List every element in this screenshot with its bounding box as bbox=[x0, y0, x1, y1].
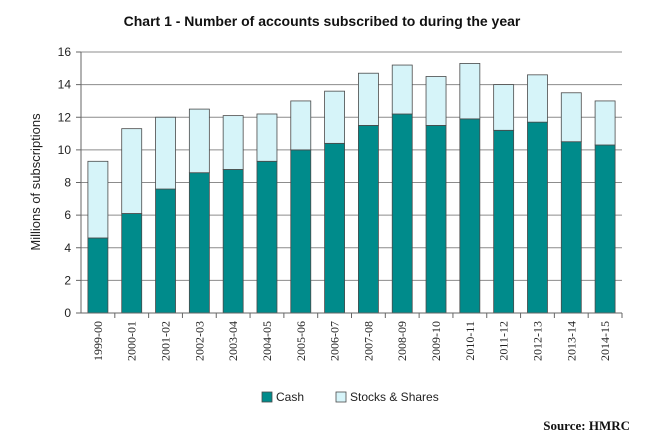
bars bbox=[87, 63, 616, 314]
source-note: Source: HMRC bbox=[543, 418, 630, 433]
legend-swatch-cash bbox=[261, 391, 273, 403]
bar-cash-2007-08 bbox=[358, 125, 379, 314]
bar-cash-2000-01 bbox=[121, 213, 143, 314]
bar-stocks-shares-2002-03 bbox=[188, 108, 210, 174]
x-tick-label: 2004-05 bbox=[260, 321, 274, 361]
chart-title: Chart 1 - Number of accounts subscribed … bbox=[124, 13, 521, 29]
bar-cash-2012-13 bbox=[527, 121, 548, 314]
y-tick-label: 2 bbox=[64, 273, 71, 287]
bar-stocks-shares-2009-10 bbox=[425, 76, 447, 126]
x-tick-label: 2002-03 bbox=[192, 321, 206, 361]
x-tick-label: 2012-13 bbox=[530, 321, 544, 361]
y-tick-label: 0 bbox=[64, 306, 71, 320]
bar-stocks-shares-2010-11 bbox=[459, 63, 481, 120]
bar-cash-2003-04 bbox=[222, 169, 244, 314]
bar-cash-2013-14 bbox=[560, 141, 582, 314]
x-tick-label: 2013-14 bbox=[564, 321, 578, 361]
x-tick-label: 2008-09 bbox=[395, 321, 409, 361]
bar-cash-2006-07 bbox=[324, 142, 345, 314]
y-axis-label: Millions of subscriptions bbox=[28, 113, 43, 251]
legend-label-cash: Cash bbox=[276, 390, 304, 404]
bar-stocks-shares-1999-00 bbox=[87, 160, 109, 239]
bar-stocks-shares-2012-13 bbox=[527, 74, 548, 123]
bar-stocks-shares-2006-07 bbox=[324, 90, 345, 144]
bar-cash-2004-05 bbox=[256, 160, 278, 314]
x-tick-label: 2001-02 bbox=[159, 321, 173, 361]
x-tick-label: 2014-15 bbox=[598, 321, 612, 361]
x-tick-label: 2011-12 bbox=[497, 321, 511, 361]
bar-stocks-shares-2011-12 bbox=[493, 84, 515, 131]
x-tick-label: 2000-01 bbox=[125, 321, 139, 361]
y-tick-label: 6 bbox=[64, 208, 71, 222]
bar-stocks-shares-2000-01 bbox=[121, 128, 143, 214]
bar-cash-2014-15 bbox=[594, 144, 616, 314]
bar-stocks-shares-2001-02 bbox=[155, 116, 176, 190]
bar-stocks-shares-2005-06 bbox=[290, 100, 312, 151]
bar-stocks-shares-2004-05 bbox=[256, 113, 278, 162]
bar-cash-2010-11 bbox=[459, 118, 481, 314]
bar-cash-2008-09 bbox=[391, 113, 413, 314]
bar-cash-1999-00 bbox=[87, 237, 109, 314]
y-tick-label: 10 bbox=[58, 143, 72, 157]
x-tick-label: 2009-10 bbox=[429, 321, 443, 361]
y-tick-label: 12 bbox=[58, 110, 72, 124]
y-axis-ticks: 0 2 4 6 8 10 12 14 16 bbox=[58, 45, 81, 320]
bar-stocks-shares-2008-09 bbox=[391, 64, 413, 115]
legend-swatch-stocks-shares bbox=[335, 391, 347, 403]
bar-cash-2005-06 bbox=[290, 149, 312, 314]
bar-stocks-shares-2007-08 bbox=[358, 72, 379, 126]
y-tick-label: 4 bbox=[64, 241, 71, 255]
y-tick-label: 8 bbox=[64, 176, 71, 190]
bar-cash-2002-03 bbox=[188, 172, 210, 314]
bar-stocks-shares-2014-15 bbox=[594, 100, 616, 146]
x-tick-label: 2005-06 bbox=[294, 321, 308, 361]
bar-stocks-shares-2013-14 bbox=[560, 92, 582, 143]
bar-stocks-shares-2003-04 bbox=[222, 115, 244, 170]
bar-cash-2009-10 bbox=[425, 125, 447, 314]
y-tick-label: 14 bbox=[58, 78, 72, 92]
x-tick-label: 2007-08 bbox=[361, 321, 375, 361]
x-tick-label: 2010-11 bbox=[463, 321, 477, 361]
legend-label-stocks-shares: Stocks & Shares bbox=[350, 390, 439, 404]
x-tick-label: 2003-04 bbox=[226, 321, 240, 361]
bar-cash-2011-12 bbox=[493, 129, 515, 314]
x-axis-ticks: 1999-00 2000-01 2001-02 2002-03 2003-04 2004-… bbox=[91, 313, 623, 361]
legend: Cash Stocks & Shares bbox=[261, 390, 439, 404]
x-tick-label: 2006-07 bbox=[328, 321, 342, 361]
bar-cash-2001-02 bbox=[155, 188, 176, 314]
x-tick-label: 1999-00 bbox=[91, 321, 105, 361]
y-tick-label: 16 bbox=[58, 45, 72, 59]
